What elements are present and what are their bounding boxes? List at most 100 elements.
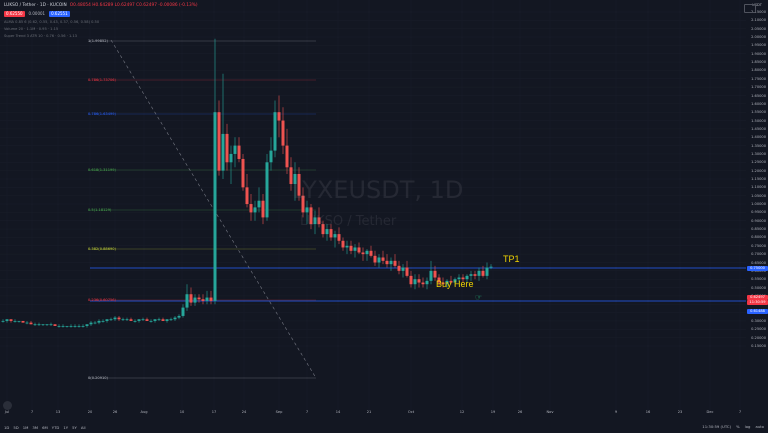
percent-toggle[interactable]: % bbox=[736, 424, 740, 429]
candle-body bbox=[201, 299, 205, 301]
price-tick-label: 1.20000 bbox=[751, 168, 766, 173]
fib-level-label: 0.5(1.18129) bbox=[88, 208, 112, 212]
currency-label: USDT bbox=[752, 3, 762, 7]
fib-level-label: 1(1.99852) bbox=[88, 39, 108, 43]
candle-body bbox=[245, 187, 249, 205]
timeframe-button[interactable]: 6M bbox=[42, 425, 48, 430]
fib-level-label: 0.382(0.88690) bbox=[88, 247, 116, 251]
log-toggle[interactable]: log bbox=[744, 424, 751, 429]
buy-button[interactable]: 0.62551 bbox=[49, 11, 70, 17]
clock-label[interactable]: 11:30:59 (UTC) bbox=[702, 424, 732, 429]
price-tick-label: 2.00000 bbox=[751, 35, 766, 40]
price-tick-label: 0.95000 bbox=[751, 210, 766, 215]
candle-body bbox=[233, 145, 237, 154]
time-tick-label: Aug bbox=[140, 410, 148, 414]
fib-level-label: 0(0.20910) bbox=[88, 376, 108, 380]
time-tick-label: 26 bbox=[517, 410, 523, 414]
candle-body bbox=[129, 319, 133, 321]
candle-body bbox=[101, 320, 105, 322]
candle-body bbox=[205, 297, 209, 301]
spread-value: 0.00001 bbox=[28, 11, 46, 16]
price-marker-label: 0.75000 bbox=[747, 266, 768, 271]
auto-toggle[interactable]: auto bbox=[755, 424, 764, 429]
candle-body bbox=[481, 270, 485, 276]
watermark-name: LUKSO / Tether bbox=[300, 214, 397, 229]
timeframe-button[interactable]: 1D bbox=[4, 425, 10, 430]
price-tick-label: 1.10000 bbox=[751, 185, 766, 190]
time-tick-label: Jul bbox=[4, 410, 10, 414]
time-tick-label: 14 bbox=[335, 410, 341, 414]
price-tick-label: 0.50000 bbox=[751, 285, 766, 290]
price-tick-label: 1.95000 bbox=[751, 43, 766, 48]
price-axis[interactable]: USDT 2.15000 2.10000 2.05000 2.00000 1.95000… bbox=[746, 0, 768, 420]
time-tick-label: 23 bbox=[677, 410, 683, 414]
candle-body bbox=[17, 320, 21, 322]
candle-body bbox=[321, 224, 325, 235]
time-tick-label: 7 bbox=[738, 410, 742, 414]
price-tick-label: 0.65000 bbox=[751, 260, 766, 265]
candle-body bbox=[209, 297, 213, 301]
candle-body bbox=[277, 112, 281, 121]
indicator-alma[interactable]: ALMA 0.85 6 (0.62, 0.55, 0.43, 0.37, 0.5… bbox=[4, 20, 100, 24]
candle-body bbox=[257, 200, 261, 208]
candle-body bbox=[349, 245, 353, 251]
tradingview-logo[interactable] bbox=[3, 401, 12, 410]
candle-body bbox=[273, 112, 277, 151]
fullscreen-icon[interactable] bbox=[744, 4, 756, 13]
price-tick-label: 0.90000 bbox=[751, 218, 766, 223]
candle-body bbox=[453, 279, 457, 283]
candle-body bbox=[461, 277, 465, 280]
candle-body bbox=[437, 277, 441, 283]
price-tick-label: 1.80000 bbox=[751, 68, 766, 73]
indicator-supertrend[interactable]: Super Trend 3 ATR 10 · 0.76 · 0.56 · 1.1… bbox=[4, 34, 77, 38]
candle-body bbox=[53, 324, 57, 326]
candle-body bbox=[249, 204, 253, 213]
candle-body bbox=[373, 255, 377, 263]
timeframe-button[interactable]: 1M bbox=[22, 425, 29, 430]
sell-button[interactable]: 0.62550 bbox=[4, 11, 25, 17]
time-tick-label: 16 bbox=[645, 410, 651, 414]
price-tick-label: 1.50000 bbox=[751, 118, 766, 123]
ohlc-values: O0.48054 H0.64289 L0.62497 C0.62497 -0.0… bbox=[69, 3, 198, 8]
candle-body bbox=[157, 319, 161, 321]
price-tick-label: 1.45000 bbox=[751, 126, 766, 131]
candle-body bbox=[429, 270, 433, 281]
timeframe-button[interactable]: All bbox=[80, 425, 86, 430]
candle-body bbox=[13, 320, 17, 322]
candle-body bbox=[417, 279, 421, 283]
candle-body bbox=[121, 319, 125, 321]
time-tick-label: Sep bbox=[275, 410, 283, 414]
candle-body bbox=[189, 294, 193, 303]
timeframe-button[interactable]: 5D bbox=[13, 425, 19, 430]
price-tick-label: 1.85000 bbox=[751, 60, 766, 65]
candle-body bbox=[49, 324, 53, 326]
price-tick-label: 1.40000 bbox=[751, 135, 766, 140]
timeframe-button[interactable]: 3M bbox=[32, 425, 39, 430]
time-tick-label: 26 bbox=[112, 410, 118, 414]
candle-body bbox=[57, 325, 61, 327]
candle-body bbox=[137, 319, 141, 321]
time-axis[interactable]: Jul 7 13 20 26 Aug 10 17 24 Sep 7 14 21 Oct 12 19 26 Nov 9… bbox=[0, 410, 746, 420]
candle-body bbox=[149, 320, 153, 322]
price-tick-label: 0.85000 bbox=[751, 227, 766, 232]
candle-body bbox=[169, 319, 173, 321]
buy-here-annotation[interactable]: Buy Here bbox=[436, 279, 474, 289]
indicator-volume[interactable]: Volume 20 · 1.1M · 0.95 · 1.15 bbox=[4, 27, 59, 31]
symbol-title[interactable]: LUKSO / Tether · 1D · KUCOIN bbox=[4, 3, 67, 8]
candle-body bbox=[1, 320, 5, 322]
time-tick-label: 7 bbox=[30, 410, 34, 414]
candle-body bbox=[341, 240, 345, 248]
candle-body bbox=[377, 257, 381, 263]
time-tick-label: Nov bbox=[546, 410, 554, 414]
candle-body bbox=[145, 319, 149, 321]
candle-body bbox=[105, 319, 109, 321]
timeframe-button[interactable]: 1Y bbox=[63, 425, 69, 430]
candle-body bbox=[345, 245, 349, 248]
timeframe-button[interactable]: 5Y bbox=[72, 425, 77, 430]
timeframe-button[interactable]: YTD bbox=[51, 425, 60, 430]
candle-body bbox=[389, 260, 393, 265]
tp1-annotation[interactable]: TP1 bbox=[503, 254, 520, 264]
candle-body bbox=[237, 145, 241, 159]
candle-body bbox=[221, 133, 225, 171]
